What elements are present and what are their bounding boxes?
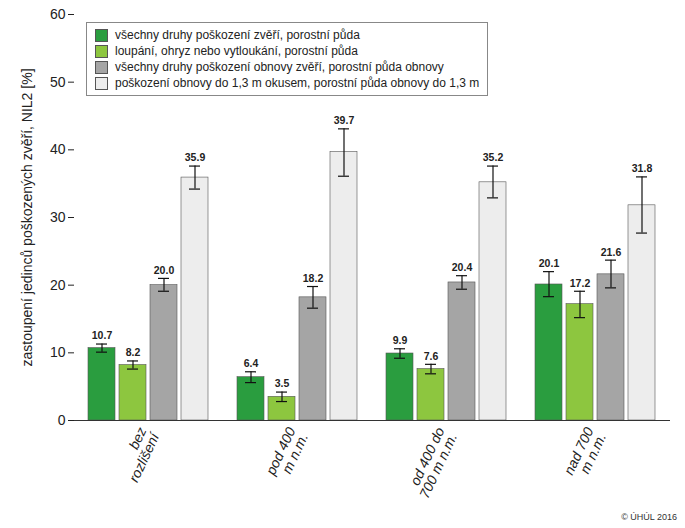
svg-text:50: 50 xyxy=(50,74,66,90)
svg-text:20.1: 20.1 xyxy=(539,257,560,269)
svg-text:20: 20 xyxy=(50,277,66,293)
svg-text:od 400 do700 m n.m.: od 400 do700 m n.m. xyxy=(403,424,460,500)
svg-text:35.2: 35.2 xyxy=(483,151,504,163)
svg-text:9.9: 9.9 xyxy=(393,334,408,346)
svg-text:0: 0 xyxy=(58,412,66,428)
svg-text:21.6: 21.6 xyxy=(601,245,622,257)
html-text:všechny druhy poškození obnovy: všechny druhy poškození obnovy zvěří, po… xyxy=(115,60,444,74)
html-text:loupání, ohryz nebo vytloukání: loupání, ohryz nebo vytloukání, porostní… xyxy=(115,44,358,58)
svg-text:31.8: 31.8 xyxy=(632,162,653,174)
svg-text:18.2: 18.2 xyxy=(303,272,324,284)
svg-text:30: 30 xyxy=(50,209,66,225)
svg-text:39.7: 39.7 xyxy=(334,114,355,126)
svg-text:6.4: 6.4 xyxy=(244,357,259,369)
svg-text:8.2: 8.2 xyxy=(126,346,141,358)
svg-text:zastoupení jedinců poškozených: zastoupení jedinců poškozených zvěří, NI… xyxy=(19,68,35,366)
html-text:© ÚHÚL 2016: © ÚHÚL 2016 xyxy=(621,512,677,522)
svg-text:35.9: 35.9 xyxy=(185,151,206,163)
svg-text:60: 60 xyxy=(50,6,66,22)
html-text:poškození obnovy do 1,3 m okus: poškození obnovy do 1,3 m okusem, porost… xyxy=(115,76,480,90)
svg-text:3.5: 3.5 xyxy=(275,377,290,389)
svg-text:pod 400m n.m.: pod 400m n.m. xyxy=(262,424,311,484)
svg-text:40: 40 xyxy=(50,141,66,157)
html-text:všechny druhy poškození zvěří,: všechny druhy poškození zvěří, porostní … xyxy=(115,28,360,42)
svg-text:20.0: 20.0 xyxy=(154,264,175,276)
svg-text:20.4: 20.4 xyxy=(452,261,473,273)
svg-text:bezrozlišení: bezrozlišení xyxy=(113,423,163,485)
svg-text:nad 700m n.m.: nad 700m n.m. xyxy=(561,424,610,483)
svg-text:10: 10 xyxy=(50,344,66,360)
svg-text:10.7: 10.7 xyxy=(92,329,113,341)
svg-text:7.6: 7.6 xyxy=(424,350,439,362)
svg-text:17.2: 17.2 xyxy=(570,277,591,289)
